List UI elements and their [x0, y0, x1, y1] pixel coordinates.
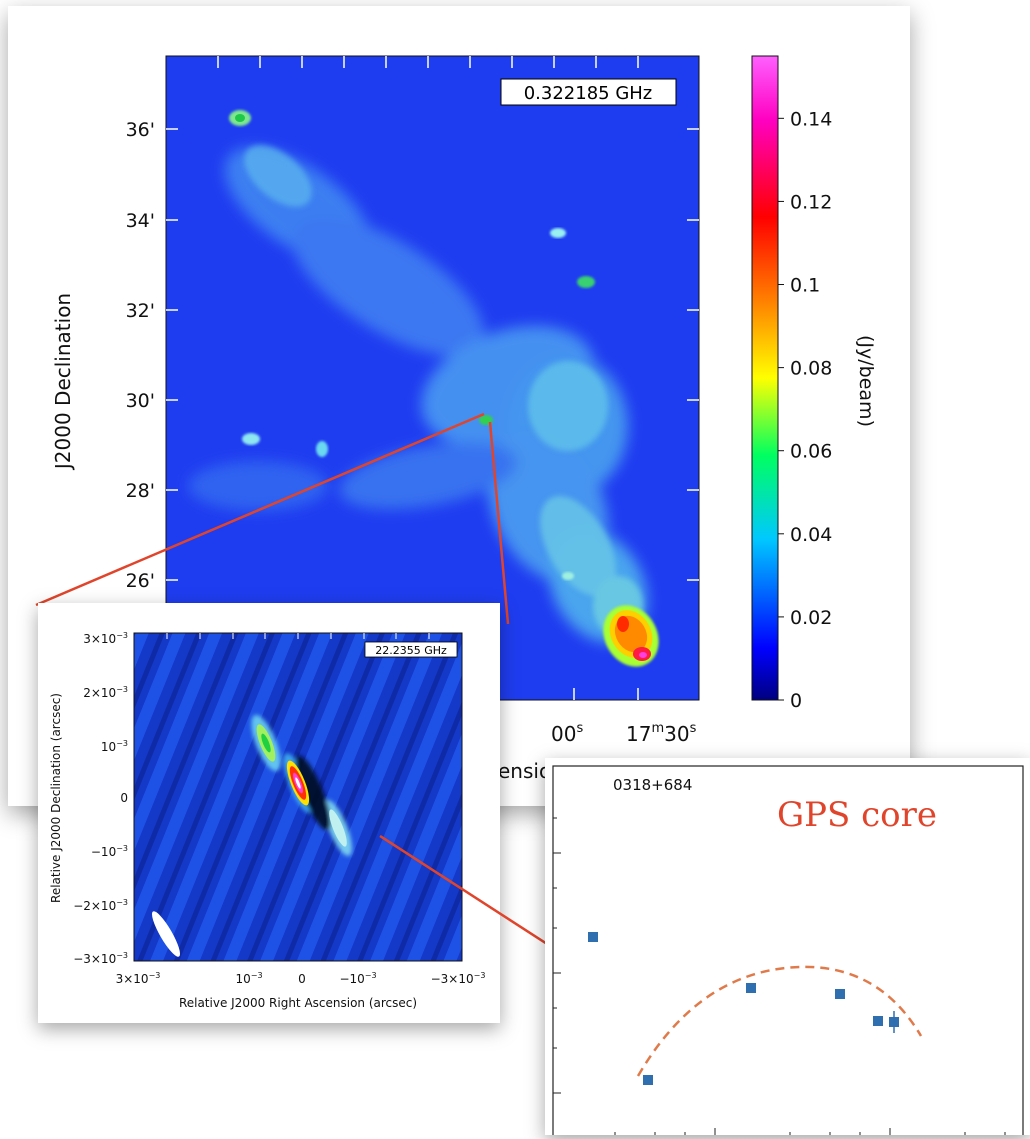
inset-vlbi-map-panel: 22.2355 GHz 3×10−3 2×10−3 10−3 0 −10−3 −… — [38, 603, 500, 1023]
inset-y-axis-label: Relative J2000 Declination (arcsec) — [49, 693, 63, 903]
sed-data-point — [873, 1016, 883, 1026]
inset-x-tick-label: −3×10−3 — [431, 971, 486, 986]
sed-plot: 0318+684 GPS core — [545, 758, 1030, 1137]
sed-data-point — [746, 983, 756, 993]
inset-x-tick-label: 3×10−3 — [116, 971, 161, 986]
inset-y-tick-label: −2×10−3 — [73, 898, 128, 913]
sed-data-point — [588, 932, 598, 942]
inset-x-axis-label: Relative J2000 Right Ascension (arcsec) — [179, 996, 417, 1010]
colorbar-tick-label: 0.02 — [790, 607, 832, 629]
colorbar-tick-label: 0.1 — [790, 275, 820, 297]
compact-sources — [229, 110, 659, 667]
colorbar — [751, 55, 779, 701]
main-radio-map: 0.322185 GHz 36' 34' 32' 30' 28' 26' J20… — [51, 55, 877, 783]
frequency-label: 0.322185 GHz — [524, 83, 653, 104]
gps-core-annotation: GPS core — [777, 795, 937, 835]
map-frame-ticks — [166, 56, 699, 700]
x-tick-label: 00s — [551, 721, 583, 746]
radio-emission-image — [166, 56, 699, 700]
sed-data-point — [643, 1075, 653, 1085]
y-tick-label: 26' — [126, 570, 155, 592]
inset-y-tick-label: 0 — [120, 791, 128, 805]
beam-ellipse — [152, 911, 180, 957]
colorbar-tick-label: 0.06 — [790, 441, 832, 463]
inset-vlbi-map: 22.2355 GHz 3×10−3 2×10−3 10−3 0 −10−3 −… — [49, 631, 486, 1010]
x-tick-label: 17m30s — [626, 721, 697, 746]
y-tick-label: 30' — [126, 390, 155, 412]
colorbar-label: (Jy/beam) — [855, 335, 877, 427]
inset-frequency-label: 22.2355 GHz — [375, 644, 447, 657]
y-tick-label: 34' — [126, 210, 155, 232]
y-tick-label: 36' — [126, 119, 155, 141]
y-tick-label: 28' — [126, 480, 155, 502]
zoom-pointer-line — [35, 412, 485, 607]
zoom-pointer-line — [488, 421, 510, 625]
inset-y-tick-label: −10−3 — [91, 844, 128, 859]
inset-y-tick-label: −3×10−3 — [73, 951, 128, 966]
colorbar-ticks: 0.14 0.12 0.1 0.08 0.06 0.04 0.02 0 — [778, 108, 832, 712]
sed-data-points — [588, 932, 899, 1085]
inset-y-tick-label: 2×10−3 — [83, 685, 128, 700]
inset-y-tick-label: 3×10−3 — [83, 631, 128, 646]
inset-x-tick-label: 10−3 — [235, 971, 262, 986]
sed-fit-curve — [636, 965, 923, 1077]
sed-data-point — [835, 989, 845, 999]
vlbi-image — [134, 633, 462, 961]
inset-y-tick-label: 10−3 — [101, 739, 128, 754]
inset-x-tick-label: −10−3 — [339, 971, 376, 986]
colorbar-tick-label: 0 — [790, 690, 802, 712]
colorbar-tick-label: 0.04 — [790, 524, 832, 546]
colorbar-tick-label: 0.08 — [790, 358, 832, 380]
y-tick-label: 32' — [126, 300, 155, 322]
inset-x-tick-label: 0 — [298, 972, 306, 986]
main-radio-map-panel: 0.322185 GHz 36' 34' 32' 30' 28' 26' J20… — [8, 6, 910, 806]
frequency-label-box — [500, 78, 677, 106]
colorbar-tick-label: 0.12 — [790, 191, 832, 213]
colorbar-tick-label: 0.14 — [790, 108, 832, 130]
sed-plot-panel: 0318+684 GPS core — [545, 758, 1030, 1137]
y-axis-label: J2000 Declination — [51, 293, 75, 471]
inset-frequency-label-box — [364, 641, 458, 658]
sed-source-name: 0318+684 — [613, 776, 692, 794]
